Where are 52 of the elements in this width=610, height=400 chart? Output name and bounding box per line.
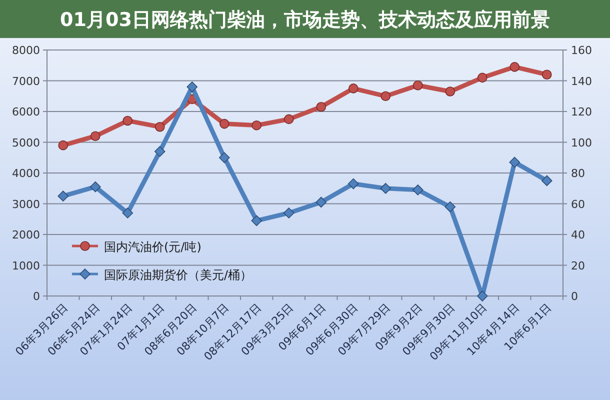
y2-tick-label: 160 xyxy=(571,44,592,57)
point xyxy=(509,156,520,168)
point xyxy=(154,122,165,132)
point xyxy=(186,82,198,92)
point xyxy=(58,190,69,202)
y2-tick-label: 140 xyxy=(571,74,592,88)
y-tick-label: 7000 xyxy=(12,74,40,88)
y-tick-label: 1000 xyxy=(12,259,40,272)
point xyxy=(283,208,294,218)
point xyxy=(58,140,68,150)
point xyxy=(90,181,101,192)
point xyxy=(412,184,424,196)
point xyxy=(380,182,392,194)
point xyxy=(380,91,391,102)
point xyxy=(122,208,134,218)
legend-label: 国际原油期货价（美元/桶） xyxy=(104,268,252,282)
y2-tick-label: 0 xyxy=(571,290,578,303)
point xyxy=(541,175,552,186)
point xyxy=(284,114,294,124)
point xyxy=(218,152,230,164)
point xyxy=(510,62,520,72)
y-tick-label: 5000 xyxy=(12,136,40,150)
point xyxy=(154,146,166,157)
y2-tick-label: 80 xyxy=(571,167,585,180)
y2-tick-label: 60 xyxy=(571,198,585,211)
point xyxy=(316,102,326,112)
y-tick-label: 4000 xyxy=(12,167,40,180)
y2-tick-label: 40 xyxy=(571,228,585,242)
point xyxy=(316,196,327,208)
y2-tick-label: 20 xyxy=(571,259,585,272)
y2-tick-label: 100 xyxy=(571,136,592,150)
legend-label: 国内汽油价(元/吨) xyxy=(104,240,202,254)
point xyxy=(251,215,262,226)
point xyxy=(445,86,456,96)
point xyxy=(252,120,262,130)
point xyxy=(542,70,552,80)
point xyxy=(412,80,423,90)
point xyxy=(477,72,488,83)
y-tick-label: 6000 xyxy=(12,106,40,118)
point xyxy=(122,116,133,126)
y-tick-label: 0 xyxy=(33,290,40,303)
point xyxy=(348,178,359,190)
point xyxy=(90,131,100,141)
y-tick-label: 8000 xyxy=(12,44,40,57)
point xyxy=(444,201,456,212)
y-tick-label: 2000 xyxy=(12,228,40,242)
y-tick-label: 3000 xyxy=(12,198,40,211)
y2-tick-label: 120 xyxy=(571,106,592,118)
point xyxy=(348,84,358,94)
point xyxy=(476,290,488,302)
point xyxy=(219,118,230,129)
chart-title: 01月03日网络热门柴油，市场走势、技术动态及应用前景 xyxy=(60,9,550,31)
